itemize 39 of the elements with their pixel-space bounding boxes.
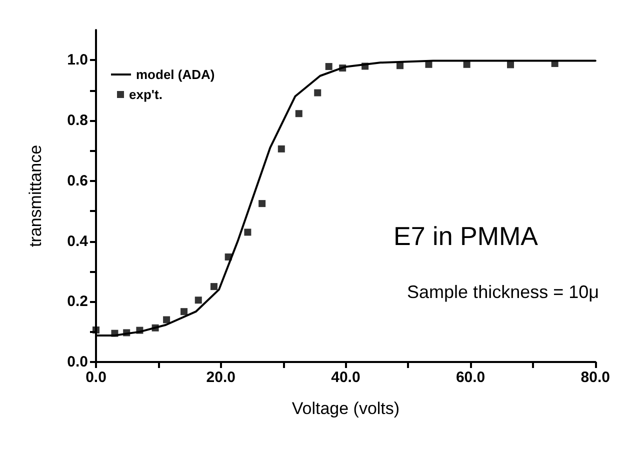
point [92,326,100,334]
point [258,200,266,208]
point [210,283,218,290]
point [152,324,159,332]
legend-label: model (ADA) [136,67,215,82]
point [295,110,302,118]
y-tick-label: 0.2 [67,293,88,310]
y-tick-label: 0.6 [67,172,88,190]
point [425,60,432,68]
x-tick-label: 80.0 [580,369,610,386]
point [123,329,130,336]
point [136,326,144,334]
point [224,253,232,260]
legend-label: exp't. [129,87,162,102]
point [362,62,369,70]
point [163,316,170,324]
x-tick-label: 60.0 [456,369,486,386]
y-tick-label: 0.0 [67,354,88,370]
point [278,145,285,152]
x-tick-label: 0.0 [86,369,106,386]
point [396,62,404,70]
y-axis-title: transmittance [26,144,45,248]
point [325,63,332,70]
point [111,330,118,337]
y-tick-label: 1.0 [67,52,88,69]
point [339,64,346,72]
point [463,60,470,68]
y-tick-label: 0.8 [67,112,88,130]
x-tick-label: 40.0 [331,369,360,386]
x-tick-label: 20.0 [206,369,236,386]
annotation: Sample thickness = 10μ [407,282,600,302]
y-tick-label: 0.4 [67,232,89,250]
annotation: E7 in PMMA [394,221,539,251]
point [194,296,202,304]
x-axis-title: Voltage (volts) [292,399,400,418]
point [314,89,322,96]
point [244,228,252,236]
point [507,61,514,68]
point [180,308,188,316]
